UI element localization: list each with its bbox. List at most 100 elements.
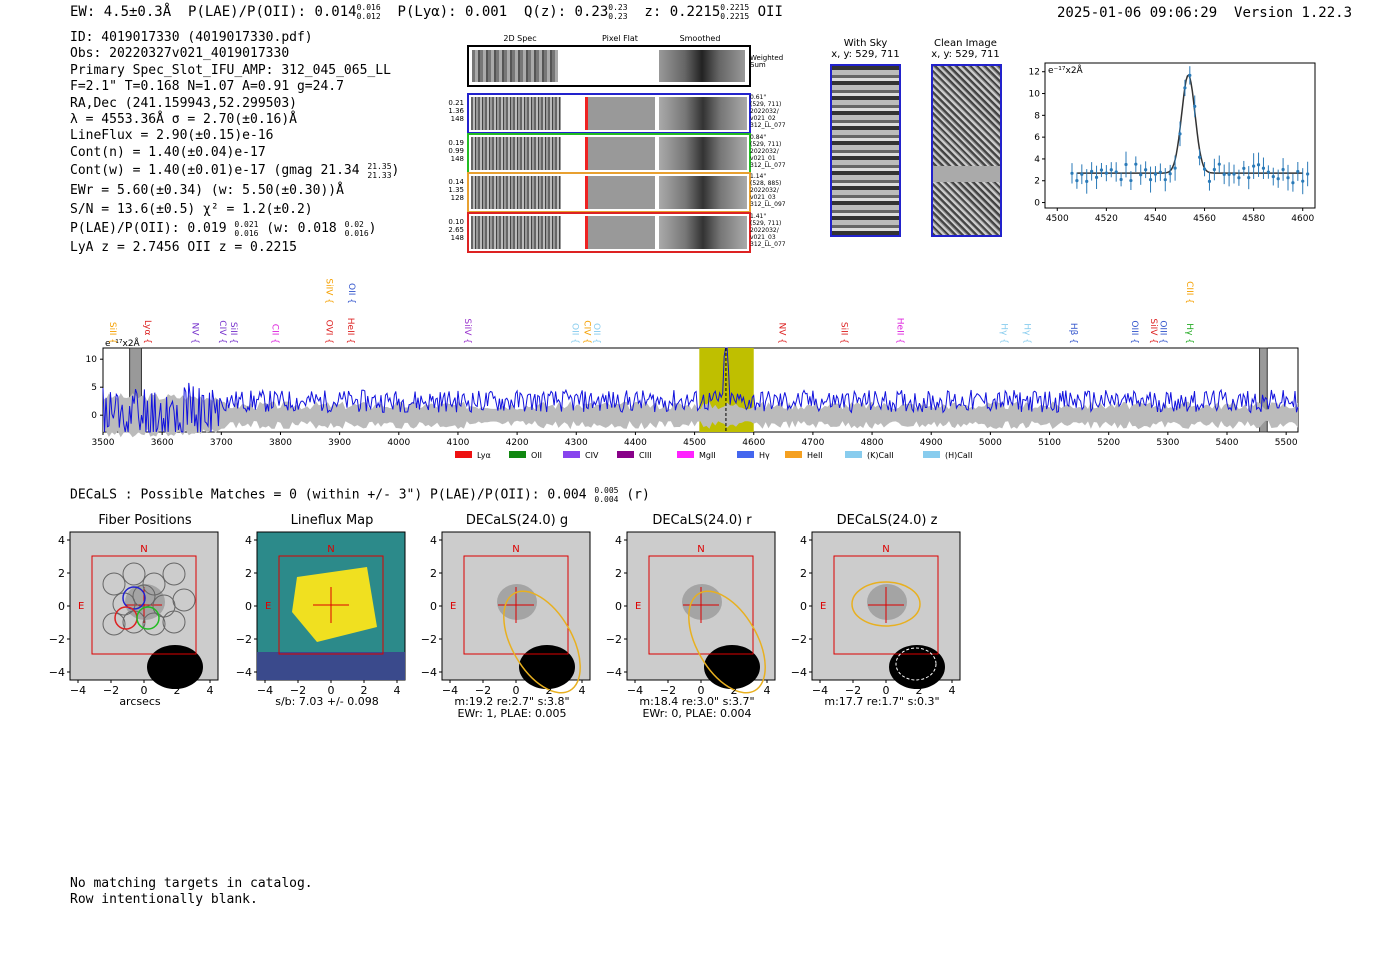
panel-x-tick-label: −4 bbox=[442, 684, 458, 697]
panel-y-tick-label: 4 bbox=[800, 534, 807, 547]
line-label: Hγ { bbox=[999, 323, 1009, 344]
legend-label: CIII bbox=[639, 451, 652, 460]
full-x-tick-label: 3600 bbox=[151, 438, 174, 448]
zoom-data-point bbox=[1104, 171, 1108, 175]
decals-summary-end: (r) bbox=[626, 487, 650, 503]
fiber-primary bbox=[122, 586, 146, 610]
zoom-data-point bbox=[1217, 162, 1221, 166]
zoom-data-point bbox=[1222, 172, 1226, 176]
spec2d-title: 2D Spec bbox=[503, 34, 537, 43]
panel-y-tick-label: 0 bbox=[800, 600, 807, 613]
fiber-circle bbox=[142, 572, 166, 596]
pixelflat-marker bbox=[585, 136, 588, 170]
zoom-data-point bbox=[1281, 167, 1285, 172]
panel-x-tick-label: −4 bbox=[257, 684, 273, 697]
with-sky-title-text: With Sky bbox=[843, 38, 888, 49]
spec2d-row-stat: 1.35 bbox=[448, 186, 464, 194]
full-x-tick-label: 5000 bbox=[979, 438, 1002, 448]
full-x-tick-label: 4900 bbox=[920, 438, 943, 448]
zoom-y-tick-label: 4 bbox=[1034, 155, 1040, 165]
spec2d-row-stat: 128 bbox=[450, 194, 464, 202]
zoom-data-point bbox=[1198, 155, 1202, 159]
spec2d-row-stat: 148 bbox=[450, 115, 464, 123]
line-label: SiII { bbox=[107, 322, 117, 344]
zoom-data-point bbox=[1099, 168, 1104, 172]
image-panel-caption-line: EWr: 0, PLAE: 0.004 bbox=[642, 707, 752, 720]
with-sky-coords: x, y: 529, 711 bbox=[831, 49, 900, 60]
zoom-x-tick-label: 4560 bbox=[1193, 214, 1216, 224]
zoom-data-point bbox=[1291, 181, 1295, 185]
info-contn: Cont(n) = 1.40(±0.04)e-17 bbox=[70, 144, 266, 160]
panel-y-tick-label: 2 bbox=[615, 567, 622, 580]
image-panel: Lineflux Map N E 4 2 0 −2 −4 −4 −2 0 2 4 s/b: 7.03 +/… bbox=[227, 510, 412, 725]
panel-x-tick-label: 4 bbox=[207, 684, 214, 697]
full-y-tick-label: 5 bbox=[91, 383, 97, 393]
image-panel: DECaLS(24.0) r N E 4 2 0 −2 −4 −4 −2 0 2 4 m:18.4 re:… bbox=[597, 510, 782, 725]
zoom-data-point bbox=[1266, 170, 1270, 174]
panel-x-tick-label: 2 bbox=[361, 684, 368, 697]
zoom-data-point bbox=[1227, 172, 1231, 176]
legend-label: OII bbox=[531, 451, 542, 460]
spec2d-row-stat: 0.19 bbox=[448, 138, 464, 147]
search-box bbox=[91, 555, 197, 655]
spec2d-row-info-line: v021_02 bbox=[750, 115, 776, 122]
info-plae-lo: 0.016 bbox=[234, 228, 259, 238]
panel-y-tick-label: −2 bbox=[791, 633, 807, 646]
line-label: SiIV { bbox=[462, 318, 472, 344]
full-x-tick-label: 4500 bbox=[683, 438, 706, 448]
panel-y-tick-label: −4 bbox=[791, 666, 807, 679]
zoom-data-point bbox=[1114, 170, 1118, 174]
zoom-data-point bbox=[1153, 172, 1158, 176]
pixelflat-image bbox=[587, 215, 655, 249]
north-label: N bbox=[327, 544, 334, 555]
panel-x-tick-label: 4 bbox=[394, 684, 401, 697]
panel-x-tick-label: 0 bbox=[328, 684, 335, 697]
zoom-data-point bbox=[1124, 162, 1128, 167]
search-box bbox=[648, 555, 754, 655]
info-primary: Primary Spec_Slot_IFU_AMP: 312_045_065_L… bbox=[70, 62, 391, 78]
panel-y-tick-label: −2 bbox=[49, 633, 65, 646]
pixelflat-image bbox=[587, 176, 655, 209]
zoom-y-tick-label: 10 bbox=[1029, 90, 1041, 100]
zoom-data-point bbox=[1134, 162, 1138, 166]
spec2d-row-info-line: 312_LL_077 bbox=[750, 122, 786, 129]
spec2d-row-gap bbox=[565, 136, 569, 170]
target-source bbox=[682, 584, 722, 620]
header-plae: P(LAE)/P(OII): 0.014 bbox=[188, 4, 357, 20]
line-label: CIII { bbox=[1184, 281, 1194, 304]
fiber-tertiary bbox=[136, 606, 160, 630]
header-qz-hi: 0.23 bbox=[608, 3, 628, 12]
panel-x-tick-label: −4 bbox=[812, 684, 828, 697]
full-x-tick-label: 5200 bbox=[1097, 438, 1120, 448]
image-panel-caption-line: m:18.4 re:3.0" s:3.7" bbox=[639, 695, 755, 708]
legend-swatch bbox=[455, 451, 472, 458]
spec2d-row-stat: 148 bbox=[450, 154, 464, 163]
info-plae-w-label: (w: 0.018 bbox=[266, 221, 337, 237]
full-x-tick-label: 5400 bbox=[1216, 438, 1239, 448]
east-label: E bbox=[820, 601, 826, 612]
info-plae-w-end: ) bbox=[368, 221, 377, 237]
header-plya: P(Lyα): 0.001 bbox=[397, 4, 508, 20]
zoom-y-tick-label: 0 bbox=[1034, 199, 1040, 209]
legend-swatch bbox=[923, 451, 940, 458]
spectrum-line bbox=[102, 347, 1299, 433]
spec2d-row-info-line: v021_03 bbox=[750, 194, 776, 201]
line-label: Hγ { bbox=[1021, 323, 1031, 344]
info-plae-hi: 0.021 bbox=[234, 219, 259, 229]
with-sky-title: With Sky x, y: 529, 711 bbox=[828, 38, 903, 60]
pixelflat-edge bbox=[655, 215, 658, 249]
imaging-panels: Fiber Positions N E 4 2 0 −2 −4 −4 −2 0 2 4 arcsecs Li… bbox=[40, 510, 980, 725]
panel-x-tick-label: 4 bbox=[949, 684, 956, 697]
pixelflat-image bbox=[587, 136, 655, 170]
line-label: HeII { bbox=[345, 318, 355, 344]
legend-label: CIV bbox=[585, 451, 599, 460]
spec2d-row-info-line: v021_03 bbox=[750, 233, 776, 241]
image-panel: DECaLS(24.0) z N E 4 2 0 −2 −4 −4 −2 0 2 4 m:17.7 re:… bbox=[782, 510, 967, 725]
footer-line1: No matching targets in catalog. bbox=[70, 876, 313, 891]
zoom-x-tick-label: 4500 bbox=[1046, 214, 1069, 224]
pixelflat-image bbox=[587, 97, 655, 130]
legend-label: Lyα bbox=[477, 451, 491, 460]
pixelflat-marker bbox=[585, 97, 588, 130]
panel-y-tick-label: −4 bbox=[236, 666, 252, 679]
panel-y-tick-label: 0 bbox=[245, 600, 252, 613]
